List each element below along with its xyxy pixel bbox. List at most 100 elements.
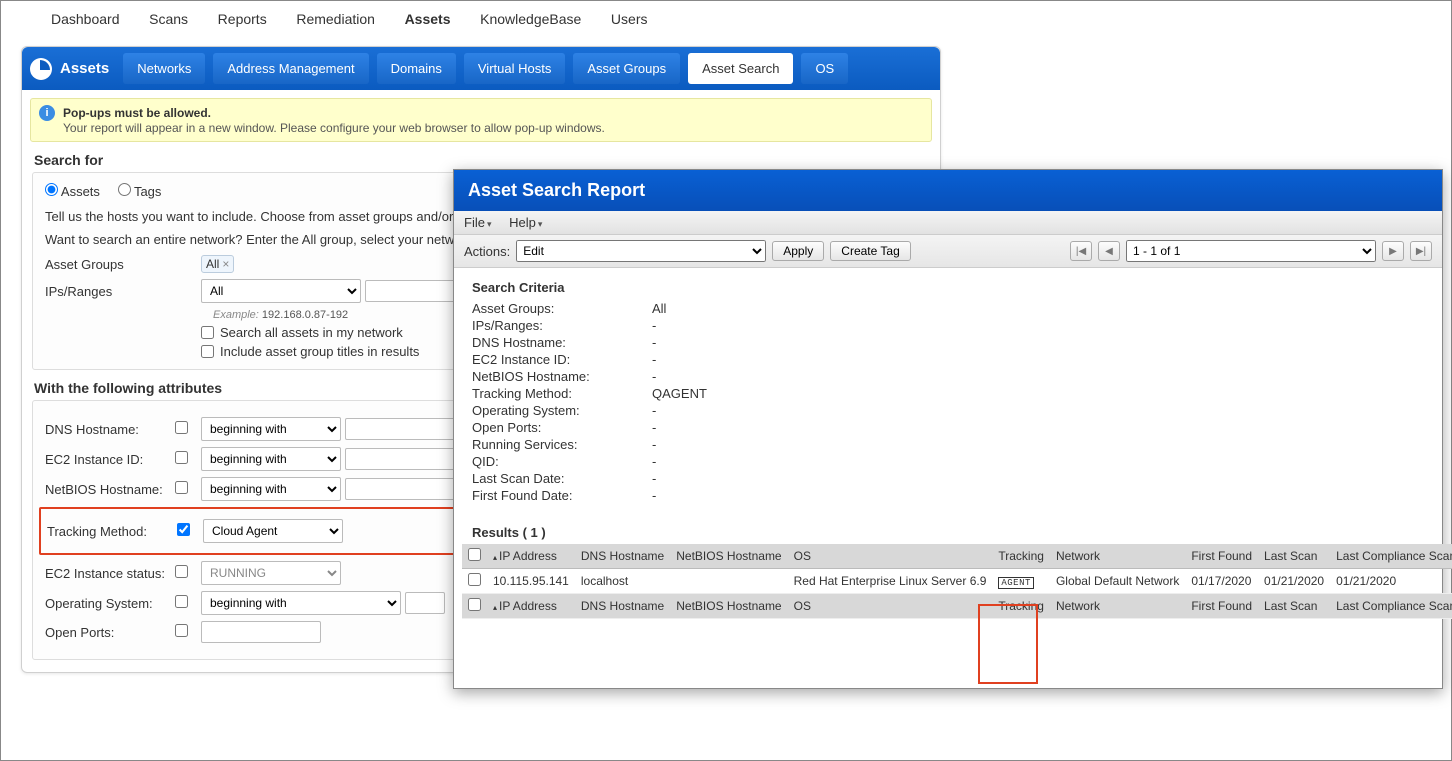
info-icon: i [39,105,55,121]
table-row[interactable]: 10.115.95.141 localhost Red Hat Enterpri… [462,569,1452,594]
col-network[interactable]: Network [1050,544,1185,569]
netbios-input[interactable] [345,478,465,500]
criteria-value: - [652,318,656,333]
cb-include-titles-label: Include asset group titles in results [220,344,419,359]
tab-knowledgebase[interactable]: KnowledgeBase [470,7,591,31]
top-nav: Dashboard Scans Reports Remediation Asse… [1,1,1451,38]
col-ip[interactable]: IP Address [487,544,575,569]
cb-tracking[interactable] [177,523,190,536]
col-dns-b[interactable]: DNS Hostname [575,594,670,619]
subtab-asset-groups[interactable]: Asset Groups [573,53,680,84]
col-netbios[interactable]: NetBIOS Hostname [670,544,787,569]
tab-reports[interactable]: Reports [208,7,277,31]
results-heading: Results ( 1 ) [472,525,1442,540]
criteria-value: QAGENT [652,386,707,401]
cb-ports[interactable] [175,624,188,637]
report-menu-bar: File Help [454,211,1442,235]
tracking-method-select[interactable]: Cloud Agent [203,519,343,543]
col-os[interactable]: OS [788,544,993,569]
assets-logo-icon [30,58,52,80]
asset-search-report-window: Asset Search Report File Help Actions: E… [453,169,1443,689]
ec2id-op-select[interactable]: beginning with [201,447,341,471]
chip-remove-icon[interactable]: × [222,257,229,271]
col-last-scan[interactable]: Last Scan [1258,544,1330,569]
subtab-domains[interactable]: Domains [377,53,456,84]
tab-dashboard[interactable]: Dashboard [41,7,130,31]
tracking-column-highlight [978,604,1038,684]
col-dns[interactable]: DNS Hostname [575,544,670,569]
pager-prev-icon[interactable]: ◀ [1098,241,1120,261]
cell-netbios [670,569,787,594]
radio-tags[interactable]: Tags [118,184,162,199]
cb-netbios[interactable] [175,481,188,494]
cb-select-all[interactable] [468,548,481,561]
criteria-key: Asset Groups: [472,301,652,316]
col-first-found-b[interactable]: First Found [1185,594,1258,619]
pager-next-icon[interactable]: ▶ [1382,241,1404,261]
ips-ranges-select[interactable]: All [201,279,361,303]
netbios-label: NetBIOS Hostname: [45,482,175,497]
tab-scans[interactable]: Scans [139,7,198,31]
ec2id-input[interactable] [345,448,465,470]
create-tag-button[interactable]: Create Tag [830,241,910,261]
cell-last-compliance: 01/21/2020 [1330,569,1452,594]
tab-remediation[interactable]: Remediation [286,7,385,31]
tab-users[interactable]: Users [601,7,658,31]
criteria-value: - [652,420,656,435]
section-header: Assets Networks Address Management Domai… [22,47,940,90]
actions-select[interactable]: Edit [516,240,766,262]
asset-group-chip[interactable]: All× [201,255,234,273]
col-last-compliance[interactable]: Last Compliance Scan [1330,544,1452,569]
cb-include-titles[interactable] [201,345,214,358]
cb-ec2id[interactable] [175,451,188,464]
col-network-b[interactable]: Network [1050,594,1185,619]
criteria-row: First Found Date:- [472,488,1424,503]
cb-ec2status[interactable] [175,565,188,578]
os-op-select[interactable]: beginning with [201,591,401,615]
search-criteria-section: Search Criteria Asset Groups:AllIPs/Rang… [454,268,1442,517]
criteria-row: Running Services:- [472,437,1424,452]
criteria-row: NetBIOS Hostname:- [472,369,1424,384]
radio-assets[interactable]: Assets [45,184,100,199]
cb-dns[interactable] [175,421,188,434]
results-header-row: IP Address DNS Hostname NetBIOS Hostname… [462,544,1452,569]
criteria-value: - [652,403,656,418]
subtab-networks[interactable]: Networks [123,53,205,84]
ec2status-select[interactable]: RUNNING [201,561,341,585]
col-last-scan-b[interactable]: Last Scan [1258,594,1330,619]
cell-first-found: 01/17/2020 [1185,569,1258,594]
pager-first-icon[interactable]: |◀ [1070,241,1092,261]
subtab-virtual-hosts[interactable]: Virtual Hosts [464,53,565,84]
col-tracking[interactable]: Tracking [992,544,1050,569]
criteria-key: IPs/Ranges: [472,318,652,333]
os-input[interactable] [405,592,445,614]
col-ip-b[interactable]: IP Address [487,594,575,619]
tab-assets[interactable]: Assets [395,7,461,31]
subtab-address-management[interactable]: Address Management [213,53,368,84]
criteria-value: - [652,437,656,452]
apply-button[interactable]: Apply [772,241,824,261]
cell-network: Global Default Network [1050,569,1185,594]
criteria-row: EC2 Instance ID:- [472,352,1424,367]
menu-file[interactable]: File [464,215,491,230]
cb-row[interactable] [468,573,481,586]
netbios-op-select[interactable]: beginning with [201,477,341,501]
ports-input[interactable] [201,621,321,643]
pager-last-icon[interactable]: ▶| [1410,241,1432,261]
dns-input[interactable] [345,418,465,440]
subtab-asset-search[interactable]: Asset Search [688,53,793,84]
col-last-compliance-b[interactable]: Last Compliance Scan [1330,594,1452,619]
cb-select-all-bottom[interactable] [468,598,481,611]
col-first-found[interactable]: First Found [1185,544,1258,569]
pager-select[interactable]: 1 - 1 of 1 [1126,240,1376,262]
menu-help[interactable]: Help [509,215,542,230]
cb-os[interactable] [175,595,188,608]
cb-search-all[interactable] [201,326,214,339]
col-netbios-b[interactable]: NetBIOS Hostname [670,594,787,619]
col-os-b[interactable]: OS [788,594,993,619]
example-text: 192.168.0.87-192 [262,309,348,321]
subtab-os[interactable]: OS [801,53,848,84]
popup-info-box: i Pop-ups must be allowed. Your report w… [30,98,932,142]
dns-op-select[interactable]: beginning with [201,417,341,441]
criteria-key: First Found Date: [472,488,652,503]
